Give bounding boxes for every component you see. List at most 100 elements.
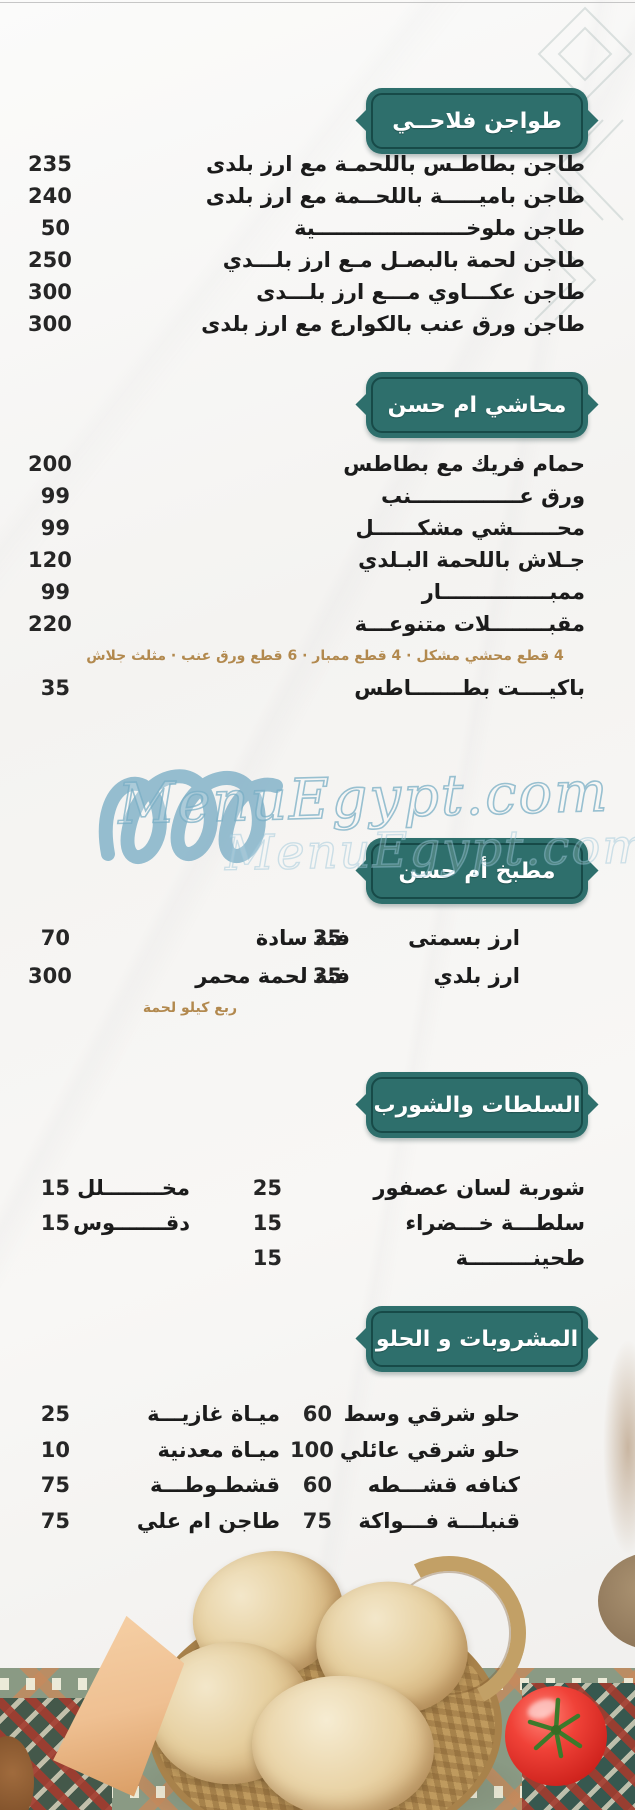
menu-two-col-row: 15 مخــــــــلل 25 شوربة لسان عصفور (28, 1172, 585, 1204)
menu-item-row: 99 محــــــشي مشكــــــل (28, 512, 585, 544)
menu-item-name: دقـــــــوس (73, 1210, 190, 1235)
serving-note: ربع كيلو لحمة (142, 1000, 238, 1016)
section-title: محاشي ام حسن (387, 392, 567, 418)
menu-item-row: 60 كنافه قشـــطه (290, 1469, 520, 1501)
menu-item-name: ممبـــــــــــــــار (421, 579, 585, 604)
menu-list-mahashi: 200 حمام فريك مع بطاطس 99 ورق عـــــــــــ… (28, 448, 585, 640)
banner-inner-frame (371, 93, 583, 149)
watermark-monogram-icon (98, 769, 283, 864)
menu-two-col-row: 75 طاجن ام علي 75 قنبلـــة فـــواكة (28, 1505, 585, 1537)
menu-item-price: 75 (40, 1473, 70, 1497)
menu-item-row: 75 قنبلـــة فـــواكة (290, 1505, 520, 1537)
menu-item-price: 75 (40, 1509, 70, 1533)
menu-two-col-row: 15 طحينـــــــــة (28, 1242, 585, 1274)
menu-item-row: 15 سلطـــة خـــضراء (240, 1207, 585, 1239)
menu-item-price: 235 (28, 152, 72, 176)
menu-item-name: مقبــــــــلات متنوعـــة (354, 611, 585, 636)
section-banner-tagines: طواجن فلاحــي (355, 88, 599, 154)
menu-item-price: 25 (252, 1176, 282, 1200)
menu-item-name: قنبلـــة فـــواكة (358, 1508, 520, 1533)
menu-item-price: 100 (290, 1438, 334, 1462)
menu-item-name: فتة لحمة محمر (195, 963, 350, 988)
menu-item-name: محــــــشي مشكــــــل (355, 515, 585, 540)
menu-item-name: حلو شرقي عائلي (339, 1437, 520, 1462)
menu-item-row: 200 حمام فريك مع بطاطس (28, 448, 585, 480)
menu-item-price: 60 (302, 1473, 332, 1497)
menu-item-name: طاجن بطاطـس باللحمـة مع ارز بلدى (205, 151, 585, 176)
section-banner-mahashi: محاشي ام حسن (355, 372, 599, 438)
menu-item-name: حمام فريك مع بطاطس (343, 451, 585, 476)
menu-item-price: 50 (40, 216, 70, 240)
menu-item-price: 25 (40, 1402, 70, 1426)
menu-item-price: 35 (40, 676, 70, 700)
menu-item-name: طاجن ام علي (136, 1508, 280, 1533)
menu-item-row: 35 باكيــــت بطـــــــاطس (28, 672, 585, 704)
menu-item-name: مخــــــــلل (77, 1175, 190, 1200)
top-divider (0, 2, 635, 3)
section-title: طواجن فلاحــي (392, 108, 562, 134)
menu-item-row: 15 طحينـــــــــة (240, 1242, 585, 1274)
menu-two-col-row: 25 ميـاة غازيـــة 60 حلو شرقي وسط (28, 1398, 585, 1430)
banner-inner-frame (371, 1077, 583, 1133)
menu-item-name: طحينـــــــــة (455, 1245, 585, 1270)
menu-item-row: 300 طاجن عكـــاوي مـــع ارز بلـــدى (28, 276, 585, 308)
menu-item-row: 15 مخــــــــلل (28, 1172, 190, 1204)
menu-item-name: كنافه قشـــطه (367, 1472, 520, 1497)
menu-item-name: سلطـــة خـــضراء (405, 1210, 585, 1235)
menu-item-price: 240 (28, 184, 72, 208)
banner-inner-frame (371, 377, 583, 433)
menu-item-row: 75 طاجن ام علي (28, 1505, 280, 1537)
menu-item-name: جـلاش باللحمة البـلدي (358, 547, 585, 572)
menu-item-name: حلو شرقي وسط (343, 1401, 520, 1426)
menu-item-name: طاجن لحمة بالبصـل مـع ارز بلـــدي (222, 247, 585, 272)
menu-item-row: 15 دقـــــــوس (28, 1207, 190, 1239)
menu-item-price: 35 (312, 964, 342, 988)
wooden-plate-icon (598, 1552, 635, 1650)
serving-note: 4 قطع محشي مشكل · 4 قطع ممبار · 6 قطع ور… (86, 648, 564, 664)
menu-item-price: 10 (40, 1438, 70, 1462)
menu-item-row: 75 قشطـوطـــة (28, 1469, 280, 1501)
menu-item-row: 120 جـلاش باللحمة البـلدي (28, 544, 585, 576)
menu-item-price: 75 (302, 1509, 332, 1533)
menu-two-col-row: 70 فتة سادة 35 ارز بسمتى (28, 922, 585, 954)
menu-item-name: طاجن عكـــاوي مـــع ارز بلـــدى (256, 279, 585, 304)
menu-item-row: 300 فتة لحمة محمر (28, 960, 350, 992)
menu-item-price: 120 (28, 548, 72, 572)
menu-item-name: ورق عـــــــــــــــنب (380, 483, 585, 508)
banner-inner-frame (371, 843, 583, 899)
menu-two-col-row: 15 دقـــــــوس 15 سلطـــة خـــضراء (28, 1207, 585, 1239)
menu-item-price: 99 (40, 516, 70, 540)
menu-item-row: 240 طاجن باميـــــة باللحــمة مع ارز بلدى (28, 180, 585, 212)
menu-item-price: 15 (40, 1211, 70, 1235)
menu-item-price: 200 (28, 452, 72, 476)
menu-two-col-row: 75 قشطـوطـــة 60 كنافه قشـــطه (28, 1469, 585, 1501)
menu-item-price: 70 (40, 926, 70, 950)
menu-list-tagines: 235 طاجن بطاطـس باللحمـة مع ارز بلدى 240 ط… (28, 148, 585, 340)
menu-item-price: 300 (28, 964, 72, 988)
menu-item-row: 300 طاجن ورق عنب بالكوارع مع ارز بلدى (28, 308, 585, 340)
section-banner-drinks: المشروبات و الحلو (355, 1306, 599, 1372)
menu-item-name: ارز بسمتى (408, 925, 520, 950)
menu-item-row: 60 حلو شرقي وسط (290, 1398, 520, 1430)
menu-item-name: طاجن ورق عنب بالكوارع مع ارز بلدى (201, 311, 585, 336)
menu-item-name: شوربة لسان عصفور (373, 1175, 585, 1200)
menu-item-row: 99 ورق عـــــــــــــــنب (28, 480, 585, 512)
menu-item-price: 300 (28, 312, 72, 336)
section-banner-kitchen: مطبخ أم حسن (355, 838, 599, 904)
menu-item-row: 35 ارز بسمتى (300, 922, 520, 954)
menu-item-name: باكيــــت بطـــــــاطس (354, 675, 585, 700)
section-title: مطبخ أم حسن (398, 858, 556, 884)
menu-item-price: 15 (40, 1176, 70, 1200)
menu-item-row: 100 حلو شرقي عائلي (290, 1434, 520, 1466)
menu-item-row: 35 ارز بلدي (300, 960, 520, 992)
menu-item-row: 99 ممبـــــــــــــــار (28, 576, 585, 608)
menu-item-price: 99 (40, 580, 70, 604)
menu-item-row: 70 فتة سادة (28, 922, 350, 954)
menu-item-row: 25 شوربة لسان عصفور (240, 1172, 585, 1204)
menu-item-name: ميـاة معدنية (157, 1437, 280, 1462)
menu-item-price: 15 (252, 1246, 282, 1270)
menu-two-col-row: 300 فتة لحمة محمر 35 ارز بلدي (28, 960, 585, 992)
menu-item-row: 250 طاجن لحمة بالبصـل مـع ارز بلـــدي (28, 244, 585, 276)
menu-item-name: ارز بلدي (433, 963, 520, 988)
